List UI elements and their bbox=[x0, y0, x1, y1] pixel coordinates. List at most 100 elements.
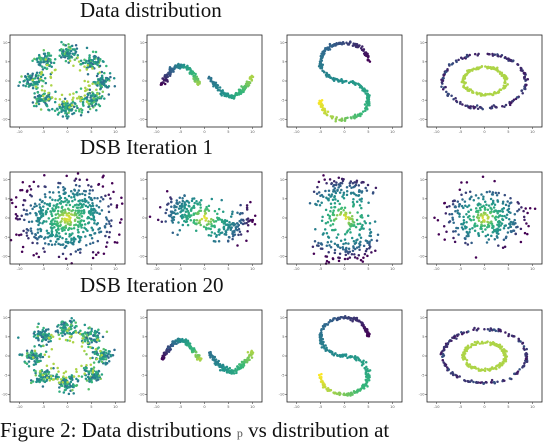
scatter-point bbox=[108, 222, 111, 226]
scatter-point bbox=[234, 369, 238, 372]
scatter-point bbox=[524, 87, 527, 91]
scatter-point bbox=[497, 225, 501, 228]
scatter-point bbox=[332, 183, 336, 187]
axes-frame bbox=[9, 171, 126, 265]
scatter-point bbox=[358, 248, 361, 252]
scatter-point bbox=[445, 366, 449, 369]
scatter-point bbox=[79, 99, 83, 102]
scatter-point bbox=[507, 204, 511, 208]
scatter-point bbox=[320, 56, 324, 60]
scatter-point bbox=[467, 380, 470, 384]
scatter-point bbox=[354, 225, 358, 229]
scatter-point bbox=[213, 225, 216, 229]
scatter-point bbox=[32, 83, 35, 86]
scatter-point bbox=[489, 197, 493, 201]
scatter-point bbox=[76, 380, 80, 383]
scatter-point bbox=[36, 325, 39, 329]
scatter-point bbox=[78, 222, 82, 225]
scatter-point bbox=[482, 195, 485, 199]
scatter-point bbox=[78, 109, 81, 113]
scatter-point bbox=[465, 359, 469, 362]
scatter-point bbox=[40, 89, 44, 92]
y-tick-label: 5 bbox=[5, 60, 7, 64]
scatter-point bbox=[172, 70, 175, 73]
y-tick-label: 10 bbox=[280, 178, 285, 182]
scatter-point bbox=[24, 84, 28, 88]
scatter-point bbox=[360, 206, 363, 210]
y-tick-label: 5 bbox=[5, 197, 7, 201]
scatter-point bbox=[65, 47, 68, 51]
scatter-point bbox=[359, 258, 363, 262]
scatter-point bbox=[79, 220, 82, 223]
scatter-point bbox=[86, 66, 90, 69]
scatter-point bbox=[95, 330, 99, 334]
scatter-point bbox=[70, 237, 73, 240]
scatter-point bbox=[367, 201, 370, 204]
scatter-point bbox=[91, 356, 94, 360]
scatter-point bbox=[91, 99, 94, 102]
scatter-point bbox=[79, 206, 82, 209]
scatter-point bbox=[101, 197, 105, 201]
y-tick-label: 0 bbox=[282, 79, 285, 83]
scatter-point bbox=[164, 351, 168, 355]
scatter-point bbox=[453, 335, 456, 338]
scatter-point bbox=[466, 215, 470, 219]
scatter-point bbox=[334, 198, 337, 201]
scatter-point bbox=[327, 189, 331, 193]
scatter-point bbox=[32, 354, 36, 357]
scatter-point bbox=[45, 229, 49, 232]
scatter-point bbox=[484, 367, 487, 370]
scatter-point bbox=[57, 323, 60, 327]
scatter-point bbox=[364, 384, 367, 387]
scatter-point bbox=[205, 223, 209, 227]
scatter-point bbox=[199, 206, 202, 209]
scatter-point bbox=[458, 102, 462, 105]
y-tick-label: -5 bbox=[4, 98, 8, 102]
scatter-point bbox=[53, 222, 56, 226]
scatter-point bbox=[468, 68, 472, 72]
scatter-point bbox=[69, 380, 73, 384]
scatter-point bbox=[253, 214, 257, 218]
scatter-point bbox=[74, 321, 77, 324]
scatter-point bbox=[85, 199, 88, 203]
scatter-point bbox=[82, 230, 85, 234]
scatter-point bbox=[341, 179, 345, 183]
scatter-point bbox=[322, 174, 325, 177]
scatter-point bbox=[93, 67, 96, 70]
scatter-point bbox=[456, 226, 460, 230]
scatter-point bbox=[357, 254, 361, 257]
scatter-point bbox=[105, 230, 109, 234]
y-tick-label: 0 bbox=[142, 216, 145, 220]
scatter-point bbox=[89, 356, 92, 360]
scatter-point bbox=[62, 186, 65, 189]
scatter-point bbox=[368, 369, 372, 372]
scatter-point bbox=[345, 189, 349, 193]
scatter-point bbox=[200, 217, 204, 221]
x-tick-label: -10 bbox=[434, 405, 441, 409]
scatter-point bbox=[226, 92, 230, 96]
scatter-point bbox=[79, 224, 83, 227]
scatter-point bbox=[319, 331, 322, 335]
scatter-point bbox=[469, 208, 473, 211]
scatter-point bbox=[480, 223, 483, 227]
scatter-point bbox=[86, 73, 90, 76]
scatter-point bbox=[100, 209, 104, 212]
scatter-point bbox=[325, 47, 328, 51]
x-tick-label: 10 bbox=[390, 405, 395, 409]
y-tick-label: -10 bbox=[279, 118, 286, 122]
scatter-point bbox=[481, 175, 485, 179]
scatter-point bbox=[496, 70, 500, 73]
scatter-point bbox=[321, 247, 324, 250]
scatter-point bbox=[360, 322, 364, 325]
figure: Data distribution DSB Iteration 1 DSB It… bbox=[0, 0, 543, 442]
scatter-point bbox=[197, 80, 201, 83]
scatter-point bbox=[47, 370, 51, 374]
scatter-point bbox=[63, 333, 67, 336]
scatter-point bbox=[56, 202, 59, 206]
scatter-point bbox=[16, 214, 19, 218]
scatter-point bbox=[100, 373, 104, 376]
scatter-point bbox=[96, 239, 100, 243]
scatter-point bbox=[42, 79, 45, 83]
scatter-point bbox=[474, 207, 478, 210]
scatter-point bbox=[58, 386, 61, 389]
